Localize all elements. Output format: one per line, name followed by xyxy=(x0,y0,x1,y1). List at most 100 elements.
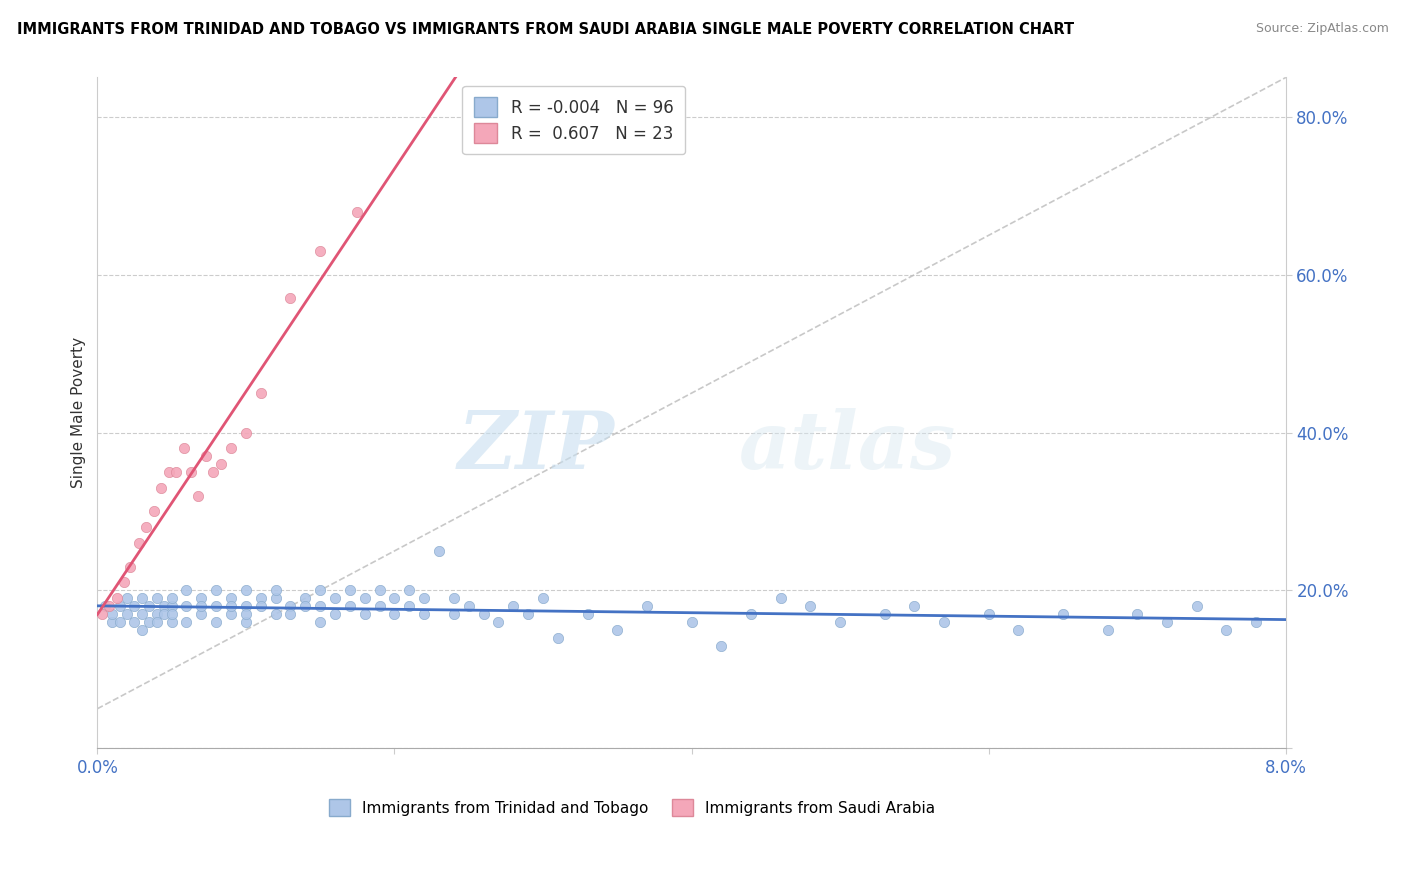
Point xyxy=(176,583,198,598)
Point xyxy=(131,623,153,637)
Point xyxy=(346,204,368,219)
Point xyxy=(160,615,183,629)
Point xyxy=(323,607,346,621)
Point xyxy=(769,591,792,606)
Point xyxy=(309,244,332,258)
Point xyxy=(101,607,124,621)
Point xyxy=(160,607,183,621)
Point xyxy=(413,607,436,621)
Point xyxy=(1097,623,1119,637)
Point xyxy=(118,559,141,574)
Point xyxy=(235,607,257,621)
Point xyxy=(150,481,173,495)
Point xyxy=(681,615,703,629)
Point xyxy=(153,607,176,621)
Point xyxy=(398,583,420,598)
Point xyxy=(160,599,183,614)
Point xyxy=(165,465,187,479)
Point xyxy=(1007,623,1029,637)
Point xyxy=(264,607,287,621)
Point xyxy=(235,599,257,614)
Point xyxy=(202,465,225,479)
Point xyxy=(280,607,302,621)
Point xyxy=(131,607,153,621)
Point xyxy=(309,599,332,614)
Point xyxy=(135,520,157,534)
Point xyxy=(488,615,510,629)
Point xyxy=(309,615,332,629)
Point xyxy=(131,591,153,606)
Point xyxy=(235,615,257,629)
Point xyxy=(294,591,316,606)
Point xyxy=(94,599,117,614)
Point xyxy=(146,607,169,621)
Point xyxy=(190,607,212,621)
Point xyxy=(108,615,131,629)
Text: IMMIGRANTS FROM TRINIDAD AND TOBAGO VS IMMIGRANTS FROM SAUDI ARABIA SINGLE MALE : IMMIGRANTS FROM TRINIDAD AND TOBAGO VS I… xyxy=(17,22,1074,37)
Text: Source: ZipAtlas.com: Source: ZipAtlas.com xyxy=(1256,22,1389,36)
Point xyxy=(235,583,257,598)
Point xyxy=(413,591,436,606)
Point xyxy=(146,591,169,606)
Point xyxy=(384,591,406,606)
Text: atlas: atlas xyxy=(740,408,956,485)
Point xyxy=(219,599,242,614)
Point xyxy=(576,607,599,621)
Point xyxy=(1215,623,1237,637)
Point xyxy=(205,599,228,614)
Point xyxy=(323,591,346,606)
Point xyxy=(112,575,135,590)
Point xyxy=(517,607,540,621)
Text: ZIP: ZIP xyxy=(457,408,614,485)
Point xyxy=(160,591,183,606)
Point xyxy=(124,599,146,614)
Point xyxy=(903,599,925,614)
Point xyxy=(339,599,361,614)
Point xyxy=(264,591,287,606)
Point xyxy=(138,615,160,629)
Point xyxy=(173,442,195,456)
Point xyxy=(398,599,420,614)
Point xyxy=(194,449,217,463)
Point xyxy=(710,639,733,653)
Point xyxy=(219,591,242,606)
Point xyxy=(934,615,956,629)
Point xyxy=(1126,607,1149,621)
Point xyxy=(138,599,160,614)
Point xyxy=(101,615,124,629)
Point xyxy=(105,591,128,606)
Point xyxy=(205,615,228,629)
Point xyxy=(205,583,228,598)
Point xyxy=(1244,615,1267,629)
Point xyxy=(294,599,316,614)
Y-axis label: Single Male Poverty: Single Male Poverty xyxy=(72,337,86,489)
Point xyxy=(280,599,302,614)
Point xyxy=(115,591,138,606)
Point xyxy=(190,599,212,614)
Point xyxy=(353,591,375,606)
Point xyxy=(368,599,391,614)
Point xyxy=(249,591,271,606)
Point xyxy=(309,583,332,598)
Point xyxy=(280,292,302,306)
Point xyxy=(146,615,169,629)
Point xyxy=(977,607,1000,621)
Point xyxy=(830,615,852,629)
Point xyxy=(157,465,180,479)
Point xyxy=(176,599,198,614)
Point xyxy=(531,591,554,606)
Point xyxy=(427,544,450,558)
Point xyxy=(209,457,232,471)
Point xyxy=(443,607,465,621)
Point xyxy=(740,607,762,621)
Point xyxy=(190,591,212,606)
Point xyxy=(799,599,821,614)
Point xyxy=(384,607,406,621)
Point xyxy=(176,615,198,629)
Point xyxy=(547,631,569,645)
Point xyxy=(368,583,391,598)
Point xyxy=(219,607,242,621)
Point xyxy=(153,599,176,614)
Point xyxy=(249,599,271,614)
Legend: Immigrants from Trinidad and Tobago, Immigrants from Saudi Arabia: Immigrants from Trinidad and Tobago, Imm… xyxy=(323,793,942,822)
